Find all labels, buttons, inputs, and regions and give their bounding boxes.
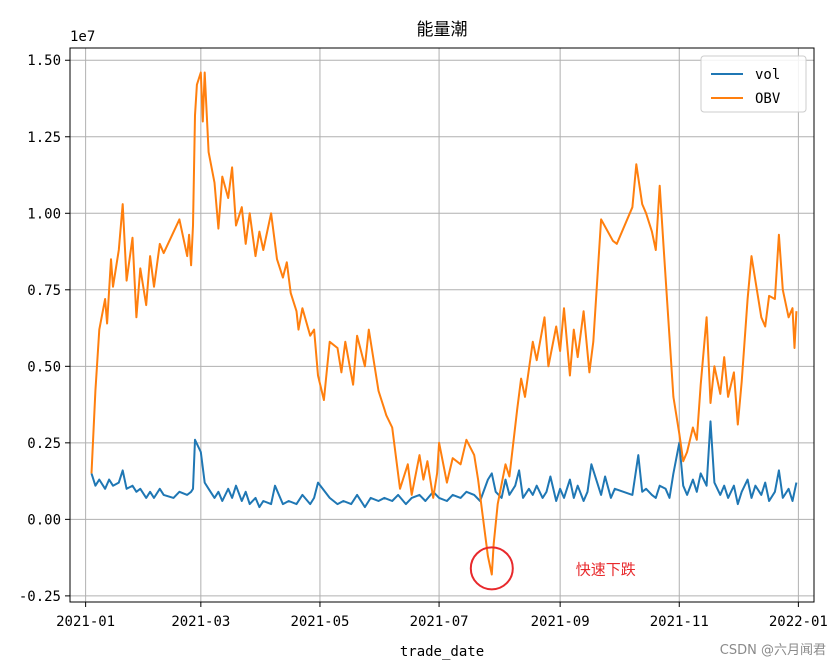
legend-label-obv: OBV (755, 91, 781, 107)
x-tick-label: 2022-01 (769, 614, 828, 630)
x-tick-label: 2021-03 (171, 614, 230, 630)
legend-label-vol: vol (755, 67, 780, 83)
annotations: 快速下跌 (469, 546, 636, 591)
y-tick-label: 0.50 (27, 359, 61, 375)
x-tick-label: 2021-01 (56, 614, 115, 630)
y-tick-label: 1.00 (27, 206, 61, 222)
legend: vol OBV (700, 55, 807, 113)
series-line-vol (90, 420, 798, 509)
annotation-circle (469, 546, 514, 591)
y-axis-ticks: -0.25 0.00 0.25 0.50 0.75 1.00 1.25 1.50 (19, 53, 70, 605)
y-tick-label: 0.00 (27, 512, 61, 528)
x-tick-label: 2021-05 (290, 614, 349, 630)
legend-box (700, 55, 807, 113)
watermark: CSDN @六月闻君 (720, 643, 826, 658)
x-tick-label: 2021-09 (531, 614, 590, 630)
y-tick-label: 0.25 (27, 436, 61, 452)
series-lines (90, 71, 798, 576)
x-tick-label: 2021-11 (650, 614, 709, 630)
x-axis-ticks: 2021-01 2021-03 2021-05 2021-07 2021-09 2021-… (56, 602, 828, 630)
y-tick-label: 0.75 (27, 283, 61, 299)
series-line-obv (90, 71, 798, 576)
y-tick-label: 1.50 (27, 53, 61, 69)
y-offset-label: 1e7 (70, 29, 95, 45)
chart-title: 能量潮 (417, 20, 468, 40)
annotation-text: 快速下跌 (576, 560, 636, 578)
y-tick-label: -0.25 (19, 589, 61, 605)
y-tick-label: 1.25 (27, 130, 61, 146)
x-axis-label: trade_date (400, 644, 484, 660)
plot-frame (69, 47, 815, 603)
x-tick-label: 2021-07 (410, 614, 469, 630)
